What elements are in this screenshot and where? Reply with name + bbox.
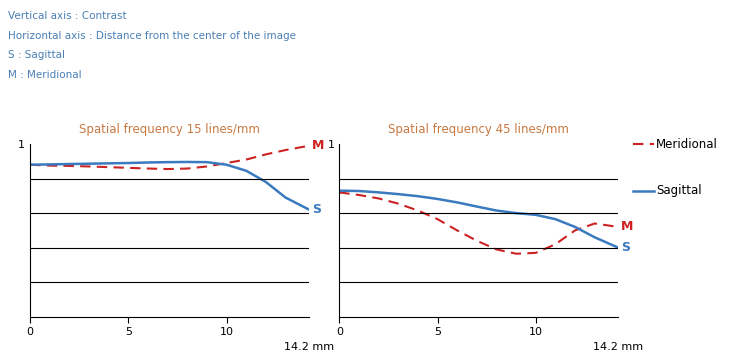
Text: 14.2 mm: 14.2 mm <box>593 342 643 352</box>
Text: S: S <box>312 203 321 216</box>
Text: Meridional: Meridional <box>656 138 718 150</box>
Title: Spatial frequency 15 lines/mm: Spatial frequency 15 lines/mm <box>79 123 260 136</box>
Text: M: M <box>621 220 633 233</box>
Text: S: S <box>621 241 630 254</box>
Text: M: M <box>312 139 324 152</box>
Text: Vertical axis : Contrast: Vertical axis : Contrast <box>8 11 126 21</box>
Text: M : Meridional: M : Meridional <box>8 70 81 80</box>
Text: 14.2 mm: 14.2 mm <box>284 342 334 352</box>
Text: Sagittal: Sagittal <box>656 184 702 197</box>
Text: S : Sagittal: S : Sagittal <box>8 50 65 60</box>
Text: Horizontal axis : Distance from the center of the image: Horizontal axis : Distance from the cent… <box>8 31 296 41</box>
Title: Spatial frequency 45 lines/mm: Spatial frequency 45 lines/mm <box>388 123 569 136</box>
